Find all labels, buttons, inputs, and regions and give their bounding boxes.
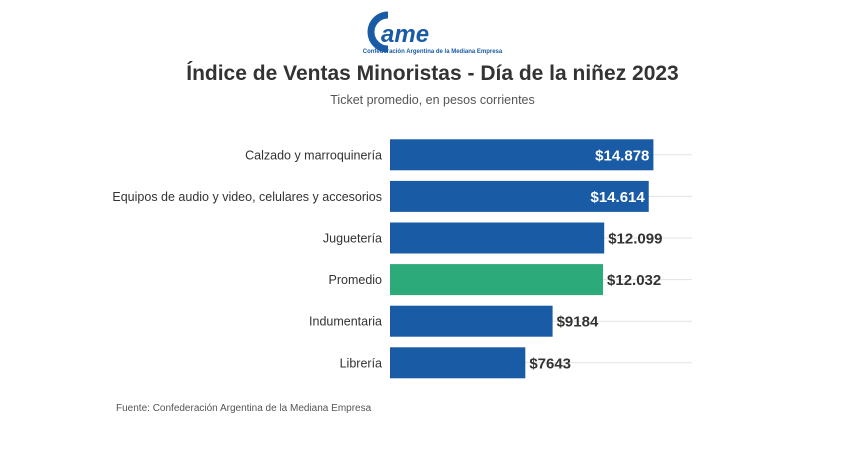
bar-4 [390, 305, 553, 337]
value-label: $12.099 [608, 231, 662, 248]
category-label: Equipos de audio y video, celulares y ac… [112, 190, 382, 204]
value-label: $14.878 [595, 147, 649, 164]
category-label: Indumentaria [309, 315, 382, 329]
value-label: $14.614 [591, 189, 646, 206]
logo-word: ame [381, 21, 429, 48]
value-label: $7643 [529, 355, 571, 372]
bar-2 [390, 222, 605, 254]
category-label: Calzado y marroquinería [245, 148, 382, 162]
source-note: Fuente: Confederación Argentina de la Me… [116, 403, 372, 414]
bar-1 [390, 180, 649, 212]
chart-title: Índice de Ventas Minoristas - Día de la … [186, 62, 679, 85]
logo-caption: Confederación Argentina de la Mediana Em… [362, 49, 503, 55]
category-label: Promedio [329, 273, 383, 287]
value-label: $9184 [557, 314, 599, 331]
chart-subtitle: Ticket promedio, en pesos corrientes [330, 93, 535, 107]
category-label: Juguetería [323, 232, 382, 246]
bar-0 [390, 139, 654, 171]
came-logo: ame [0, 8, 865, 60]
bar-3 [390, 264, 604, 296]
category-label: Librería [340, 356, 382, 370]
value-label: $12.032 [607, 272, 661, 289]
bar-5 [390, 347, 526, 379]
